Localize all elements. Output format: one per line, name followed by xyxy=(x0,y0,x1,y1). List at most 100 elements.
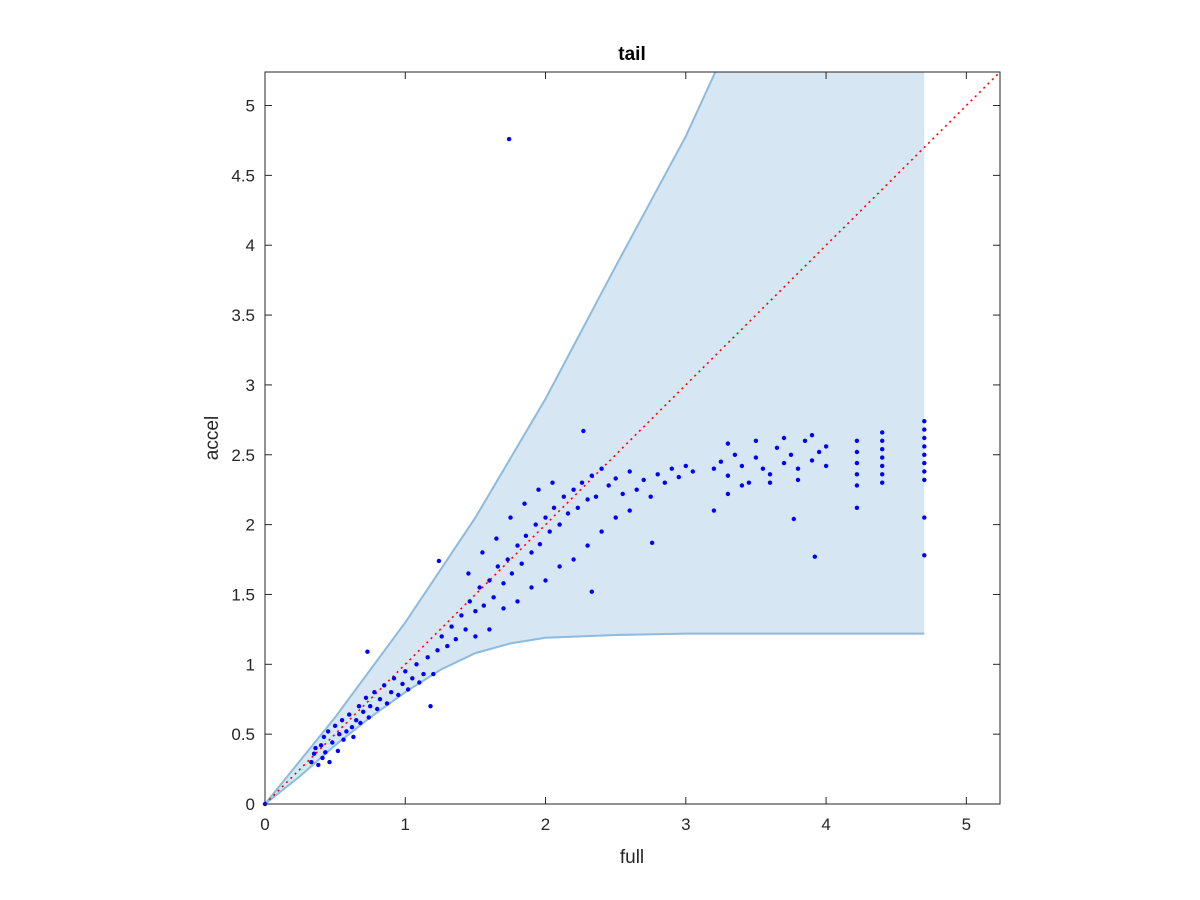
data-point xyxy=(854,449,860,455)
data-point xyxy=(354,718,359,723)
x-tick-label: 2 xyxy=(541,815,550,834)
data-point xyxy=(337,732,342,737)
data-point xyxy=(854,505,860,510)
data-point xyxy=(325,729,331,734)
chart-title: tail xyxy=(618,44,645,65)
data-point xyxy=(515,543,520,548)
data-point xyxy=(358,720,363,726)
data-point xyxy=(627,469,632,474)
data-point xyxy=(508,515,513,520)
data-point xyxy=(501,606,506,611)
data-point xyxy=(316,762,321,768)
data-point xyxy=(347,712,352,717)
data-point xyxy=(366,715,371,720)
data-point xyxy=(795,466,801,471)
data-point xyxy=(384,701,390,706)
data-point xyxy=(922,460,927,466)
data-point xyxy=(495,564,500,569)
data-point xyxy=(473,634,478,639)
data-point xyxy=(368,704,373,709)
confidence-band xyxy=(265,72,925,804)
data-point xyxy=(339,718,345,723)
data-point xyxy=(375,706,380,712)
data-point xyxy=(880,455,885,460)
data-point xyxy=(880,447,885,452)
data-point xyxy=(509,571,515,576)
data-point xyxy=(332,723,338,728)
data-point xyxy=(551,505,557,510)
data-point xyxy=(718,459,724,464)
data-point xyxy=(311,751,317,756)
data-point xyxy=(571,487,576,492)
data-point xyxy=(417,680,422,685)
data-point xyxy=(599,529,604,534)
data-point xyxy=(880,472,885,477)
data-point xyxy=(922,469,927,474)
x-tick-label: 0 xyxy=(260,815,269,834)
data-point xyxy=(473,609,478,614)
y-tick-label: 2 xyxy=(246,516,255,535)
data-point xyxy=(648,494,653,499)
data-point xyxy=(739,483,745,488)
data-point xyxy=(436,558,442,564)
y-tick-label: 3 xyxy=(246,376,255,395)
data-point xyxy=(634,487,639,492)
data-point xyxy=(481,603,486,608)
data-point xyxy=(788,452,794,457)
data-point xyxy=(854,460,860,466)
data-point xyxy=(922,515,927,520)
data-point xyxy=(313,745,318,751)
data-point xyxy=(396,692,401,698)
y-axis-label: accel xyxy=(202,416,223,460)
data-point xyxy=(753,438,759,443)
y-tick-label: 2.5 xyxy=(231,446,255,465)
data-point xyxy=(320,755,325,761)
data-point xyxy=(746,480,752,485)
data-point xyxy=(389,690,394,695)
data-point xyxy=(854,438,860,443)
data-point xyxy=(690,469,695,474)
data-point xyxy=(922,452,927,457)
data-point xyxy=(585,497,590,502)
y-tick-label: 1.5 xyxy=(231,585,255,604)
data-point xyxy=(880,438,885,443)
data-point xyxy=(543,578,548,583)
data-point xyxy=(491,595,496,600)
data-point xyxy=(365,649,370,654)
data-point xyxy=(725,491,731,497)
data-point xyxy=(529,550,534,555)
data-point xyxy=(795,477,801,483)
data-point xyxy=(791,516,796,522)
data-point xyxy=(557,522,562,527)
data-point xyxy=(361,709,366,714)
data-point xyxy=(309,759,314,765)
data-point xyxy=(649,540,655,545)
data-point xyxy=(330,740,335,745)
data-point xyxy=(683,463,688,469)
data-point xyxy=(453,637,458,642)
data-point xyxy=(753,455,759,460)
y-tick-label: 3.5 xyxy=(231,306,255,325)
data-point xyxy=(823,463,829,469)
data-point xyxy=(662,480,667,485)
data-point xyxy=(363,695,369,700)
data-point xyxy=(922,427,927,432)
data-point xyxy=(515,599,520,604)
data-point xyxy=(669,466,674,471)
data-point xyxy=(606,483,611,488)
data-point xyxy=(533,522,538,527)
data-point xyxy=(400,681,405,687)
data-point xyxy=(565,511,571,516)
data-point xyxy=(421,671,426,677)
data-point xyxy=(676,474,681,480)
data-point xyxy=(760,466,766,471)
data-point xyxy=(414,662,419,667)
data-point xyxy=(579,480,585,485)
data-point xyxy=(391,676,397,681)
data-point xyxy=(561,494,566,499)
data-point xyxy=(537,542,543,547)
data-point xyxy=(571,557,576,562)
data-point xyxy=(739,463,745,469)
data-point xyxy=(557,564,562,569)
